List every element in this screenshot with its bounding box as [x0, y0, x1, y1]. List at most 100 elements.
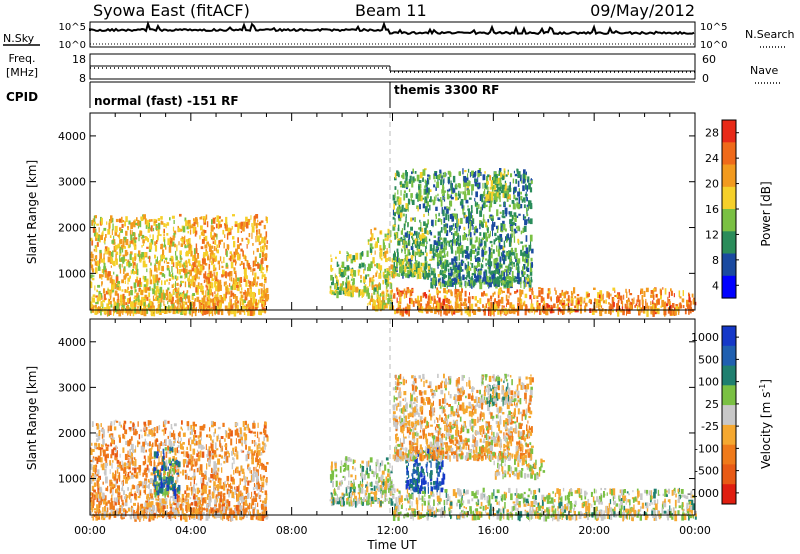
velocity-echo-cell: [142, 484, 146, 489]
power-echo-cell: [410, 232, 413, 236]
velocity-echo-cell: [137, 502, 139, 507]
power-echo-cell: [419, 219, 421, 223]
power-echo-cell: [229, 251, 232, 255]
power-echo-cell: [475, 182, 478, 185]
power-colorbar-tick-label: 16: [705, 203, 719, 216]
velocity-echo-cell: [176, 447, 178, 453]
velocity-echo-cell: [128, 457, 130, 464]
velocity-echo-cell: [175, 457, 178, 461]
power-echo-cell: [242, 225, 245, 232]
power-echo-cell: [367, 267, 370, 272]
power-echo-cell: [464, 282, 466, 287]
power-echo-cell: [167, 287, 170, 291]
power-echo-cell: [416, 241, 419, 247]
power-echo-cell: [465, 216, 468, 221]
power-echo-cell: [606, 291, 609, 298]
power-echo-cell: [235, 250, 237, 257]
power-echo-cell: [530, 262, 532, 268]
power-echo-cell: [420, 262, 423, 267]
power-echo-cell: [239, 263, 241, 266]
power-echo-cell: [531, 299, 533, 305]
power-echo-cell: [230, 298, 232, 306]
power-echo-cell: [405, 181, 409, 188]
power-echo-cell: [477, 268, 480, 273]
power-echo-cell: [536, 303, 538, 309]
power-echo-cell: [347, 290, 351, 297]
power-echo-cell: [185, 273, 188, 278]
power-echo-cell: [146, 246, 149, 249]
power-echo-cell: [97, 300, 99, 304]
power-echo-cell: [198, 286, 201, 289]
power-echo-cell: [583, 297, 586, 303]
velocity-echo-cell: [113, 420, 115, 426]
power-echo-cell: [664, 288, 667, 295]
power-echo-cell: [447, 289, 450, 293]
power-colorbar-tick-label: 4: [712, 279, 719, 292]
power-echo-cell: [245, 304, 248, 308]
power-echo-cell: [443, 308, 446, 315]
power-echo-cell: [101, 281, 103, 287]
power-echo-cell: [179, 303, 181, 308]
power-echo-cell: [239, 297, 241, 305]
power-echo-cell: [150, 307, 153, 310]
power-echo-cell: [457, 234, 460, 242]
power-echo-cell: [498, 268, 501, 274]
power-echo-cell: [142, 260, 146, 268]
velocity-echo-cell: [163, 473, 165, 476]
power-echo-cell: [261, 301, 264, 304]
power-echo-cell: [201, 305, 204, 310]
power-echo-cell: [336, 261, 339, 267]
power-echo-cell: [487, 259, 490, 266]
power-echo-cell: [448, 276, 450, 281]
power-echo-cell: [171, 275, 175, 280]
power-echo-cell: [139, 302, 141, 308]
power-echo-cell: [398, 203, 401, 210]
power-echo-cell: [213, 246, 216, 251]
power-echo-cell: [547, 303, 549, 309]
power-echo-cell: [394, 253, 396, 259]
power-echo-cell: [242, 250, 244, 257]
velocity-echo-cell: [151, 428, 155, 431]
power-echo-cell: [507, 308, 510, 313]
power-echo-cell: [360, 291, 364, 295]
power-echo-cell: [94, 309, 96, 315]
power-echo-cell: [672, 303, 675, 308]
power-echo-cell: [459, 266, 462, 272]
power-echo-cell: [496, 177, 500, 184]
power-echo-cell: [225, 292, 227, 299]
power-echo-cell: [464, 306, 467, 309]
power-echo-cell: [458, 254, 460, 261]
power-echo-cell: [183, 290, 185, 294]
power-echo-cell: [396, 196, 400, 202]
power-echo-cell: [526, 259, 530, 267]
power-echo-cell: [329, 285, 332, 289]
power-echo-cell: [412, 176, 415, 183]
power-echo-cell: [247, 219, 250, 226]
power-echo-cell: [121, 279, 124, 284]
power-echo-cell: [207, 289, 211, 296]
power-echo-cell: [212, 297, 214, 305]
power-echo-cell: [404, 240, 407, 245]
power-echo-cell: [555, 290, 557, 295]
power-echo-cell: [132, 257, 134, 264]
power-echo-cell: [142, 243, 145, 246]
power-echo-cell: [500, 227, 502, 232]
power-echo-cell: [136, 308, 139, 314]
power-echo-cell: [148, 303, 150, 308]
power-echo-cell: [525, 258, 528, 263]
power-echo-cell: [399, 292, 402, 298]
power-echo-cell: [382, 296, 385, 303]
velocity-echo-cell: [90, 463, 93, 470]
power-echo-cell: [467, 219, 470, 223]
power-echo-cell: [475, 265, 478, 269]
power-echo-cell: [502, 290, 505, 293]
power-echo-cell: [180, 308, 184, 315]
velocity-echo-cell: [125, 463, 128, 466]
power-echo-cell: [627, 300, 629, 308]
power-echo-cell: [96, 242, 99, 247]
power-echo-cell: [414, 251, 416, 257]
power-echo-cell: [153, 310, 156, 317]
power-echo-cell: [351, 289, 353, 294]
power-echo-cell: [472, 272, 475, 276]
power-echo-cell: [469, 282, 471, 288]
